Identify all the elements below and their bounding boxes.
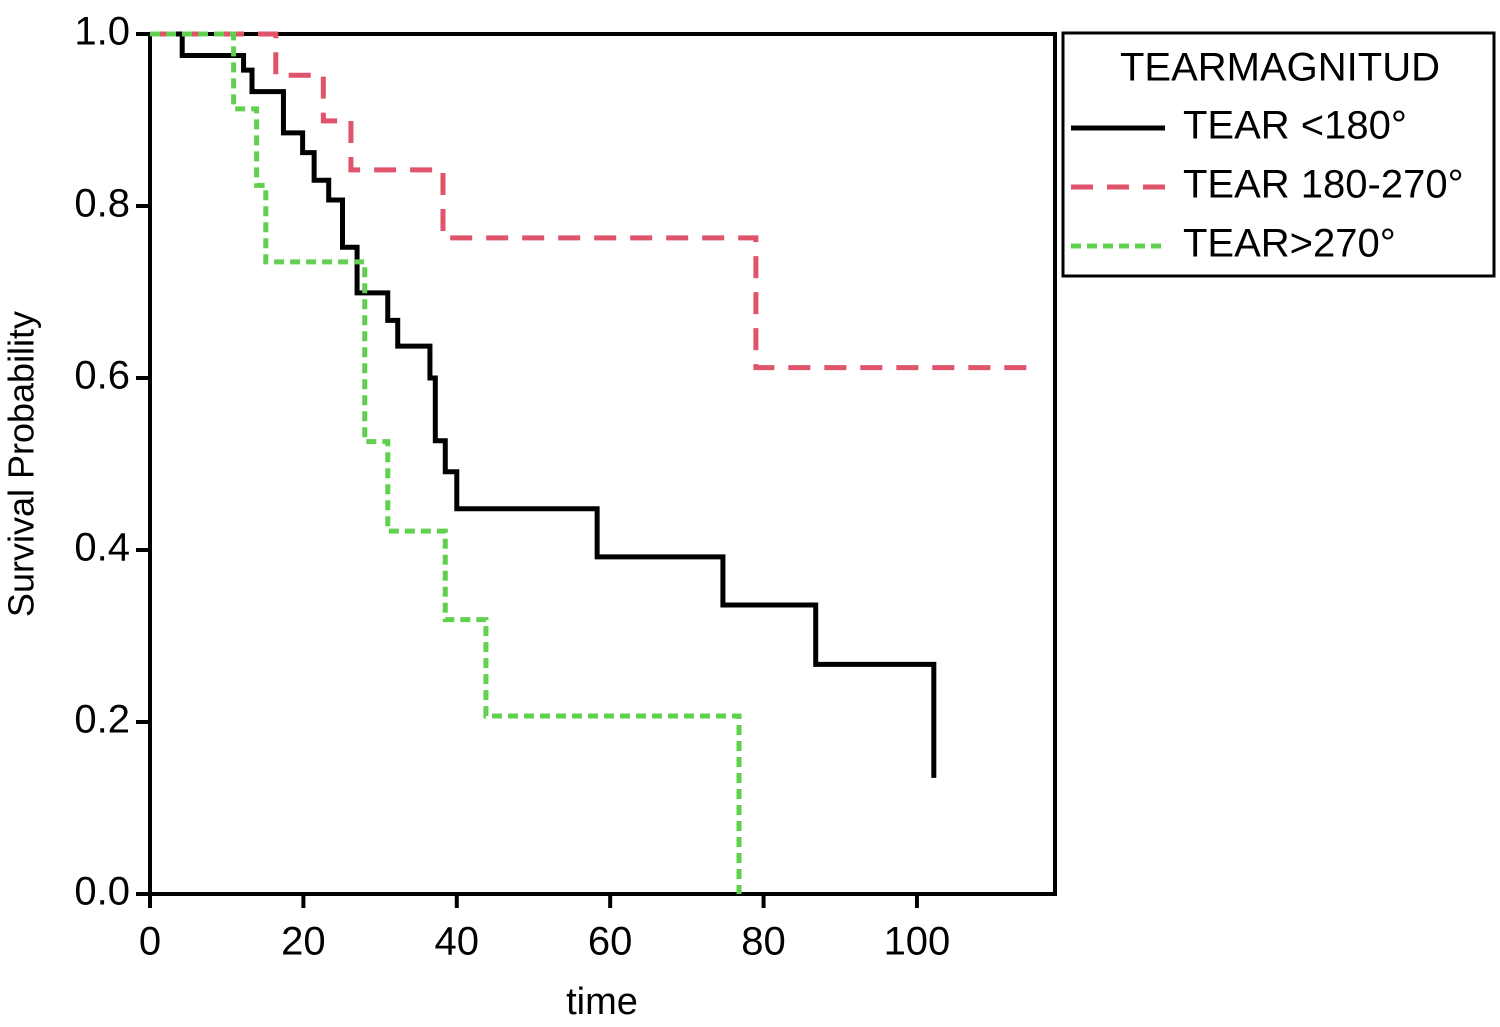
survival-curve [150, 31, 937, 778]
y-tick-label: 1.0 [74, 10, 130, 54]
y-axis-label: Survival Probability [1, 311, 42, 617]
x-tick-label: 60 [588, 920, 633, 964]
legend-label: TEAR>270° [1183, 222, 1396, 266]
y-tick-label: 0.2 [74, 698, 130, 742]
x-tick-label: 40 [435, 920, 480, 964]
x-tick-label: 80 [741, 920, 786, 964]
x-tick-label: 20 [281, 920, 326, 964]
survival-curve [150, 31, 1031, 371]
y-tick-label: 0.0 [74, 870, 130, 914]
y-tick-label: 0.4 [74, 526, 130, 570]
x-axis-label: time [566, 981, 638, 1023]
legend-box [1061, 31, 1496, 278]
x-tick-label: 0 [139, 920, 161, 964]
y-tick-label: 0.6 [74, 354, 130, 398]
plot-frame [148, 32, 1057, 896]
survival-curve [150, 31, 742, 894]
legend-label: TEAR <180° [1183, 104, 1407, 148]
x-tick-label: 100 [884, 920, 951, 964]
legend-label: TEAR 180-270° [1183, 163, 1464, 207]
y-tick-label: 0.8 [74, 182, 130, 226]
legend-title: TEARMAGNITUD [1120, 46, 1440, 90]
